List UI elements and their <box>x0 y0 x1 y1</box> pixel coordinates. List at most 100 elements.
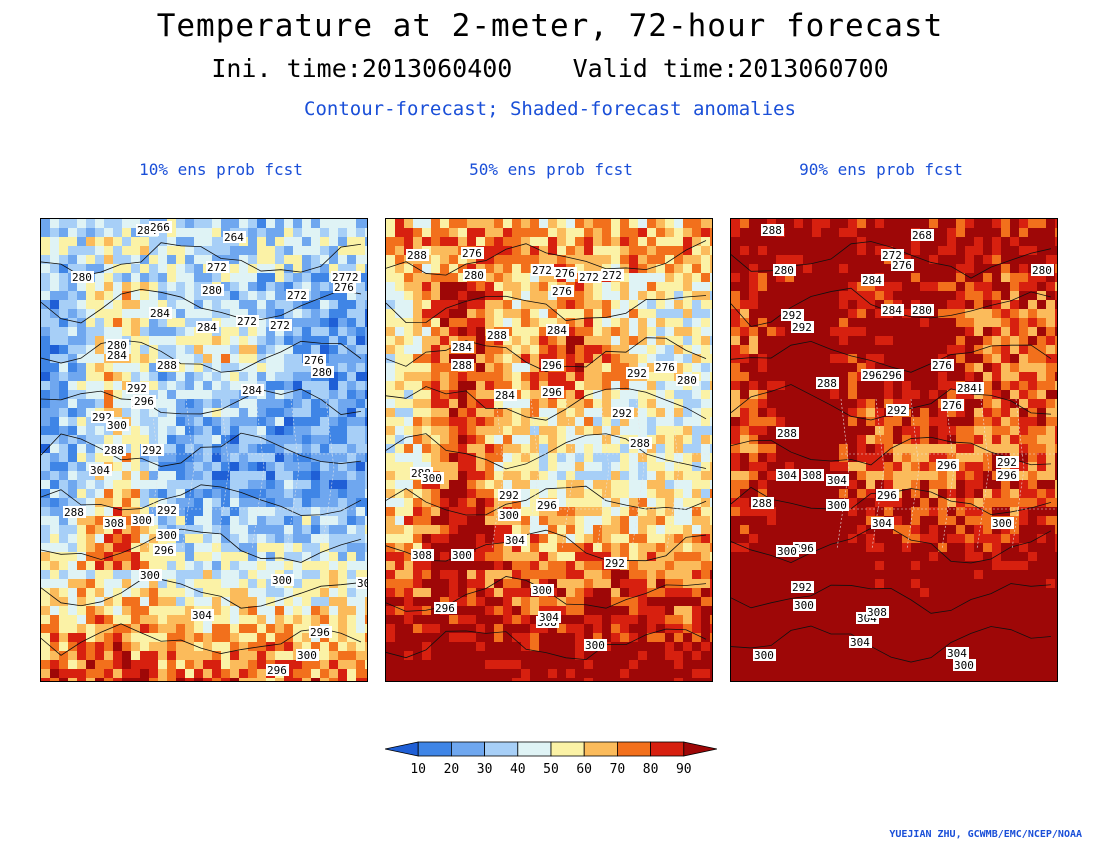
contour-label: 276 <box>654 361 677 374</box>
svg-text:292: 292 <box>157 504 177 517</box>
svg-text:292: 292 <box>142 444 162 457</box>
svg-text:292: 292 <box>612 407 632 420</box>
map-canvas-10: 2842662642722772276280272280284272 272284… <box>41 219 367 681</box>
colorbar-swatch <box>518 742 551 756</box>
svg-text:276: 276 <box>462 247 482 260</box>
svg-text:280: 280 <box>677 374 697 387</box>
svg-text:284: 284 <box>150 307 170 320</box>
svg-text:272: 272 <box>270 319 290 332</box>
contour-label: 284 <box>196 321 219 334</box>
svg-text:276: 276 <box>552 285 572 298</box>
map-panel-50: 288 276 280 272 276 272 272 276 284 288 284 288 296 2… <box>385 218 713 682</box>
svg-text:284: 284 <box>495 389 515 402</box>
svg-text:300: 300 <box>107 419 127 432</box>
contour-label: 296 <box>309 626 332 639</box>
svg-text:284: 284 <box>242 384 262 397</box>
contour-label: 292 <box>791 321 814 334</box>
svg-text:280: 280 <box>202 284 222 297</box>
svg-text:304: 304 <box>90 464 110 477</box>
contour-label: 288 <box>486 329 509 342</box>
colorbar-tick-label: 80 <box>643 762 659 777</box>
svg-text:272: 272 <box>602 269 622 282</box>
contour-label: 304 <box>504 534 527 547</box>
contour-label: 284 <box>106 349 129 362</box>
contour-label: 280 <box>201 284 224 297</box>
contour-label: 276 <box>461 247 484 260</box>
svg-text:296: 296 <box>267 664 287 677</box>
svg-text:292: 292 <box>627 367 647 380</box>
contour-label: 280 <box>773 264 796 277</box>
svg-text:296: 296 <box>310 626 330 639</box>
svg-text:288: 288 <box>104 444 124 457</box>
contour-label: 280 <box>676 374 699 387</box>
contour-label: 308 <box>411 549 434 562</box>
contour-label: 304 <box>191 609 214 622</box>
colorbar-swatch <box>385 742 418 756</box>
svg-text:288: 288 <box>157 359 177 372</box>
contour-label: 300 <box>776 545 799 558</box>
svg-text:304: 304 <box>192 609 212 622</box>
contour-label: 300 <box>498 509 521 522</box>
contour-label: 288 <box>629 437 652 450</box>
svg-text:264: 264 <box>224 231 244 244</box>
contour-label: 296 <box>881 369 904 382</box>
valid-time-label: Valid time:2013060700 <box>573 54 889 83</box>
contour-label: 296 <box>861 369 884 382</box>
contour-label: 284 <box>881 304 904 317</box>
contour-label: 276 <box>551 285 574 298</box>
contour-label: 292 <box>604 557 627 570</box>
colorbar-tick-label: 10 <box>410 762 426 777</box>
svg-text:300: 300 <box>297 649 317 662</box>
contour-label: 266 <box>149 221 172 234</box>
contour-label: 296 <box>541 386 564 399</box>
contour-label: 272 <box>286 289 309 302</box>
contour-label: 308 <box>866 606 889 619</box>
contour-label: 292 <box>791 581 814 594</box>
contour-label: 280 <box>1031 264 1054 277</box>
contour-label: 296 <box>536 499 559 512</box>
contour-label: 304 <box>776 469 799 482</box>
svg-text:284: 284 <box>547 324 567 337</box>
contour-label: 288 <box>776 427 799 440</box>
svg-text:284: 284 <box>107 349 127 362</box>
svg-text:296: 296 <box>537 499 557 512</box>
contour-label: 280 <box>911 304 934 317</box>
contour-label: 288 <box>406 249 429 262</box>
contour-label: 300 <box>953 659 976 672</box>
contour-label: 304 <box>89 464 112 477</box>
contour-label: 304 <box>538 611 561 624</box>
svg-text:308: 308 <box>104 517 124 530</box>
svg-text:284: 284 <box>197 321 217 334</box>
svg-text:288: 288 <box>452 359 472 372</box>
contour-label: 292 <box>126 382 149 395</box>
contour-label: 300 <box>131 514 154 527</box>
contour-label: 284 <box>149 307 172 320</box>
contour-label: 268 <box>911 229 934 242</box>
colorbar-tick-label: 40 <box>510 762 526 777</box>
contour-label: 296 <box>266 664 289 677</box>
contour-label: 300 <box>826 499 849 512</box>
svg-text:304: 304 <box>505 534 525 547</box>
contour-label: 300 <box>584 639 607 652</box>
svg-text:300: 300 <box>132 514 152 527</box>
contour-label: 300 <box>139 569 162 582</box>
contour-label: 280 <box>463 269 486 282</box>
contour-label: 272 <box>206 261 229 274</box>
colorbar-tick-label: 20 <box>444 762 460 777</box>
svg-text:296: 296 <box>154 544 174 557</box>
contour-label: 288 <box>751 497 774 510</box>
colorbar-tick-label: 30 <box>477 762 493 777</box>
contour-label: 276 <box>333 281 356 294</box>
contour-label: 296 <box>996 469 1019 482</box>
colorbar-swatch <box>418 742 451 756</box>
svg-text:288: 288 <box>487 329 507 342</box>
svg-text:300: 300 <box>422 472 442 485</box>
svg-text:272: 272 <box>287 289 307 302</box>
svg-text:272: 272 <box>579 271 599 284</box>
contour-label: 276 <box>941 399 964 412</box>
colorbar-swatch <box>451 742 484 756</box>
figure-title: Temperature at 2-meter, 72-hour forecast <box>0 8 1100 44</box>
contour-label: 284 <box>861 274 884 287</box>
colorbar-swatch <box>485 742 518 756</box>
svg-text:276: 276 <box>655 361 675 374</box>
